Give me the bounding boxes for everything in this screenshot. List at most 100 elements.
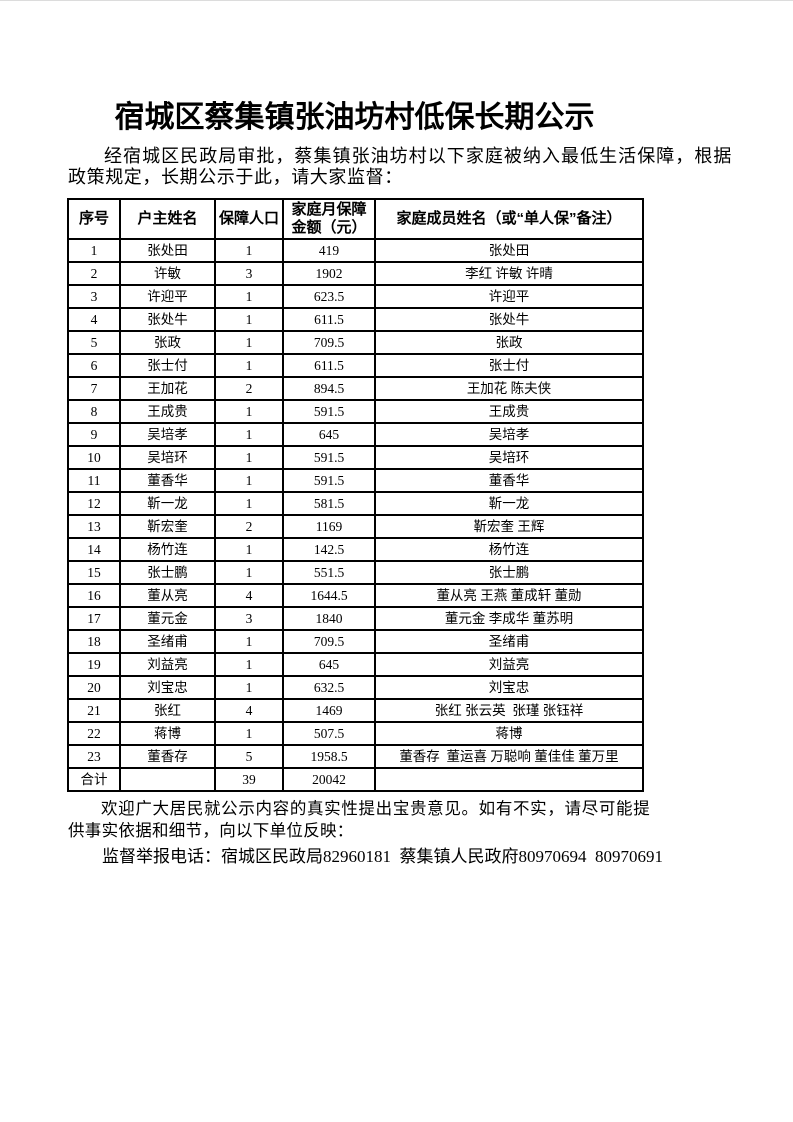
table-row: 6 张士付 1 611.5 张士付 xyxy=(67,353,644,378)
insured-count: 1 xyxy=(214,491,284,516)
table-row: 11 董香华 1 591.5 董香华 xyxy=(67,468,644,493)
table-row: 5 张政 1 709.5 张政 xyxy=(67,330,644,355)
member-names: 刘益亮 xyxy=(374,652,644,677)
header-insured-count: 保障人口 xyxy=(214,198,284,240)
member-names: 圣绪甫 xyxy=(374,629,644,654)
householder-name: 董香存 xyxy=(119,744,216,769)
householder-name: 许迎平 xyxy=(119,284,216,309)
table-row: 23 董香存 5 1958.5 董香存 董运喜 万聪响 董佳佳 董万里 xyxy=(67,744,644,769)
monthly-amount: 645 xyxy=(282,422,376,447)
monthly-amount: 507.5 xyxy=(282,721,376,746)
table-row: 15 张士鹏 1 551.5 张士鹏 xyxy=(67,560,644,585)
monthly-amount: 709.5 xyxy=(282,330,376,355)
header-member-names: 家庭成员姓名（或“单人保”备注） xyxy=(374,198,644,240)
householder-name: 张士付 xyxy=(119,353,216,378)
member-names: 董香华 xyxy=(374,468,644,493)
member-names: 董香存 董运喜 万聪响 董佳佳 董万里 xyxy=(374,744,644,769)
householder-name: 董香华 xyxy=(119,468,216,493)
hotline-line: 监督举报电话：宿城区民政局82960181 蔡集镇人民政府80970694 80… xyxy=(102,847,663,866)
insured-count: 1 xyxy=(214,399,284,424)
monthly-amount: 1644.5 xyxy=(282,583,376,608)
table-total-row: 合计 39 20042 xyxy=(67,767,644,792)
row-index: 9 xyxy=(67,422,121,447)
householder-name: 张处牛 xyxy=(119,307,216,332)
table-row: 10 吴培环 1 591.5 吴培环 xyxy=(67,445,644,470)
monthly-amount: 709.5 xyxy=(282,629,376,654)
insured-count: 1 xyxy=(214,445,284,470)
insured-count: 3 xyxy=(214,261,284,286)
member-names: 靳一龙 xyxy=(374,491,644,516)
insured-count: 2 xyxy=(214,376,284,401)
insured-count: 1 xyxy=(214,238,284,263)
monthly-amount: 142.5 xyxy=(282,537,376,562)
row-index: 2 xyxy=(67,261,121,286)
monthly-amount: 419 xyxy=(282,238,376,263)
member-names: 杨竹连 xyxy=(374,537,644,562)
monthly-amount: 591.5 xyxy=(282,399,376,424)
row-index: 20 xyxy=(67,675,121,700)
member-names: 李红 许敏 许晴 xyxy=(374,261,644,286)
householder-name: 圣绪甫 xyxy=(119,629,216,654)
table-row: 3 许迎平 1 623.5 许迎平 xyxy=(67,284,644,309)
member-names: 王加花 陈夫侠 xyxy=(374,376,644,401)
row-index: 4 xyxy=(67,307,121,332)
table-row: 9 吴培孝 1 645 吴培孝 xyxy=(67,422,644,447)
row-index: 6 xyxy=(67,353,121,378)
householder-name: 吴培孝 xyxy=(119,422,216,447)
insured-count: 1 xyxy=(214,560,284,585)
monthly-amount: 894.5 xyxy=(282,376,376,401)
row-index: 1 xyxy=(67,238,121,263)
householder-name: 许敏 xyxy=(119,261,216,286)
row-index: 21 xyxy=(67,698,121,723)
page-title: 宿城区蔡集镇张油坊村低保长期公示 xyxy=(114,101,595,134)
table-row: 19 刘益亮 1 645 刘益亮 xyxy=(67,652,644,677)
table-row: 4 张处牛 1 611.5 张处牛 xyxy=(67,307,644,332)
member-names: 刘宝忠 xyxy=(374,675,644,700)
monthly-amount: 1840 xyxy=(282,606,376,631)
householder-name: 王加花 xyxy=(119,376,216,401)
row-index: 14 xyxy=(67,537,121,562)
table-row: 13 靳宏奎 2 1169 靳宏奎 王辉 xyxy=(67,514,644,539)
insured-count: 4 xyxy=(214,698,284,723)
row-index: 15 xyxy=(67,560,121,585)
member-names: 蒋博 xyxy=(374,721,644,746)
table-row: 7 王加花 2 894.5 王加花 陈夫侠 xyxy=(67,376,644,401)
monthly-amount: 591.5 xyxy=(282,445,376,470)
row-index: 5 xyxy=(67,330,121,355)
monthly-amount: 551.5 xyxy=(282,560,376,585)
insured-count: 1 xyxy=(214,353,284,378)
insured-count: 4 xyxy=(214,583,284,608)
member-names: 张政 xyxy=(374,330,644,355)
insured-count: 1 xyxy=(214,675,284,700)
householder-name: 蒋博 xyxy=(119,721,216,746)
row-index: 23 xyxy=(67,744,121,769)
row-index: 10 xyxy=(67,445,121,470)
header-serial-number: 序号 xyxy=(67,198,121,240)
feedback-paragraph: 欢迎广大居民就公示内容的真实性提出宝贵意见。如有不实，请尽可能提供事实依据和细节… xyxy=(68,799,650,840)
householder-name: 靳一龙 xyxy=(119,491,216,516)
page-top-divider xyxy=(0,0,793,1)
member-names: 吴培孝 xyxy=(374,422,644,447)
member-names: 张士鹏 xyxy=(374,560,644,585)
monthly-amount: 1169 xyxy=(282,514,376,539)
table-row: 8 王成贵 1 591.5 王成贵 xyxy=(67,399,644,424)
monthly-amount: 632.5 xyxy=(282,675,376,700)
header-householder-name: 户主姓名 xyxy=(119,198,216,240)
insured-count: 1 xyxy=(214,652,284,677)
insured-count: 1 xyxy=(214,468,284,493)
householder-name: 吴培环 xyxy=(119,445,216,470)
insured-count: 1 xyxy=(214,307,284,332)
row-index: 17 xyxy=(67,606,121,631)
table-row: 14 杨竹连 1 142.5 杨竹连 xyxy=(67,537,644,562)
insured-count: 5 xyxy=(214,744,284,769)
monthly-amount: 1469 xyxy=(282,698,376,723)
monthly-amount: 1902 xyxy=(282,261,376,286)
table-row: 16 董从亮 4 1644.5 董从亮 王燕 董成轩 董勋 xyxy=(67,583,644,608)
header-monthly-amount: 家庭月保障金额（元） xyxy=(282,198,376,240)
row-index: 7 xyxy=(67,376,121,401)
monthly-amount: 591.5 xyxy=(282,468,376,493)
benefits-table: 序号 户主姓名 保障人口 家庭月保障金额（元） 家庭成员姓名（或“单人保”备注）… xyxy=(67,198,644,792)
householder-name: 张红 xyxy=(119,698,216,723)
member-names: 张处牛 xyxy=(374,307,644,332)
householder-name: 刘益亮 xyxy=(119,652,216,677)
